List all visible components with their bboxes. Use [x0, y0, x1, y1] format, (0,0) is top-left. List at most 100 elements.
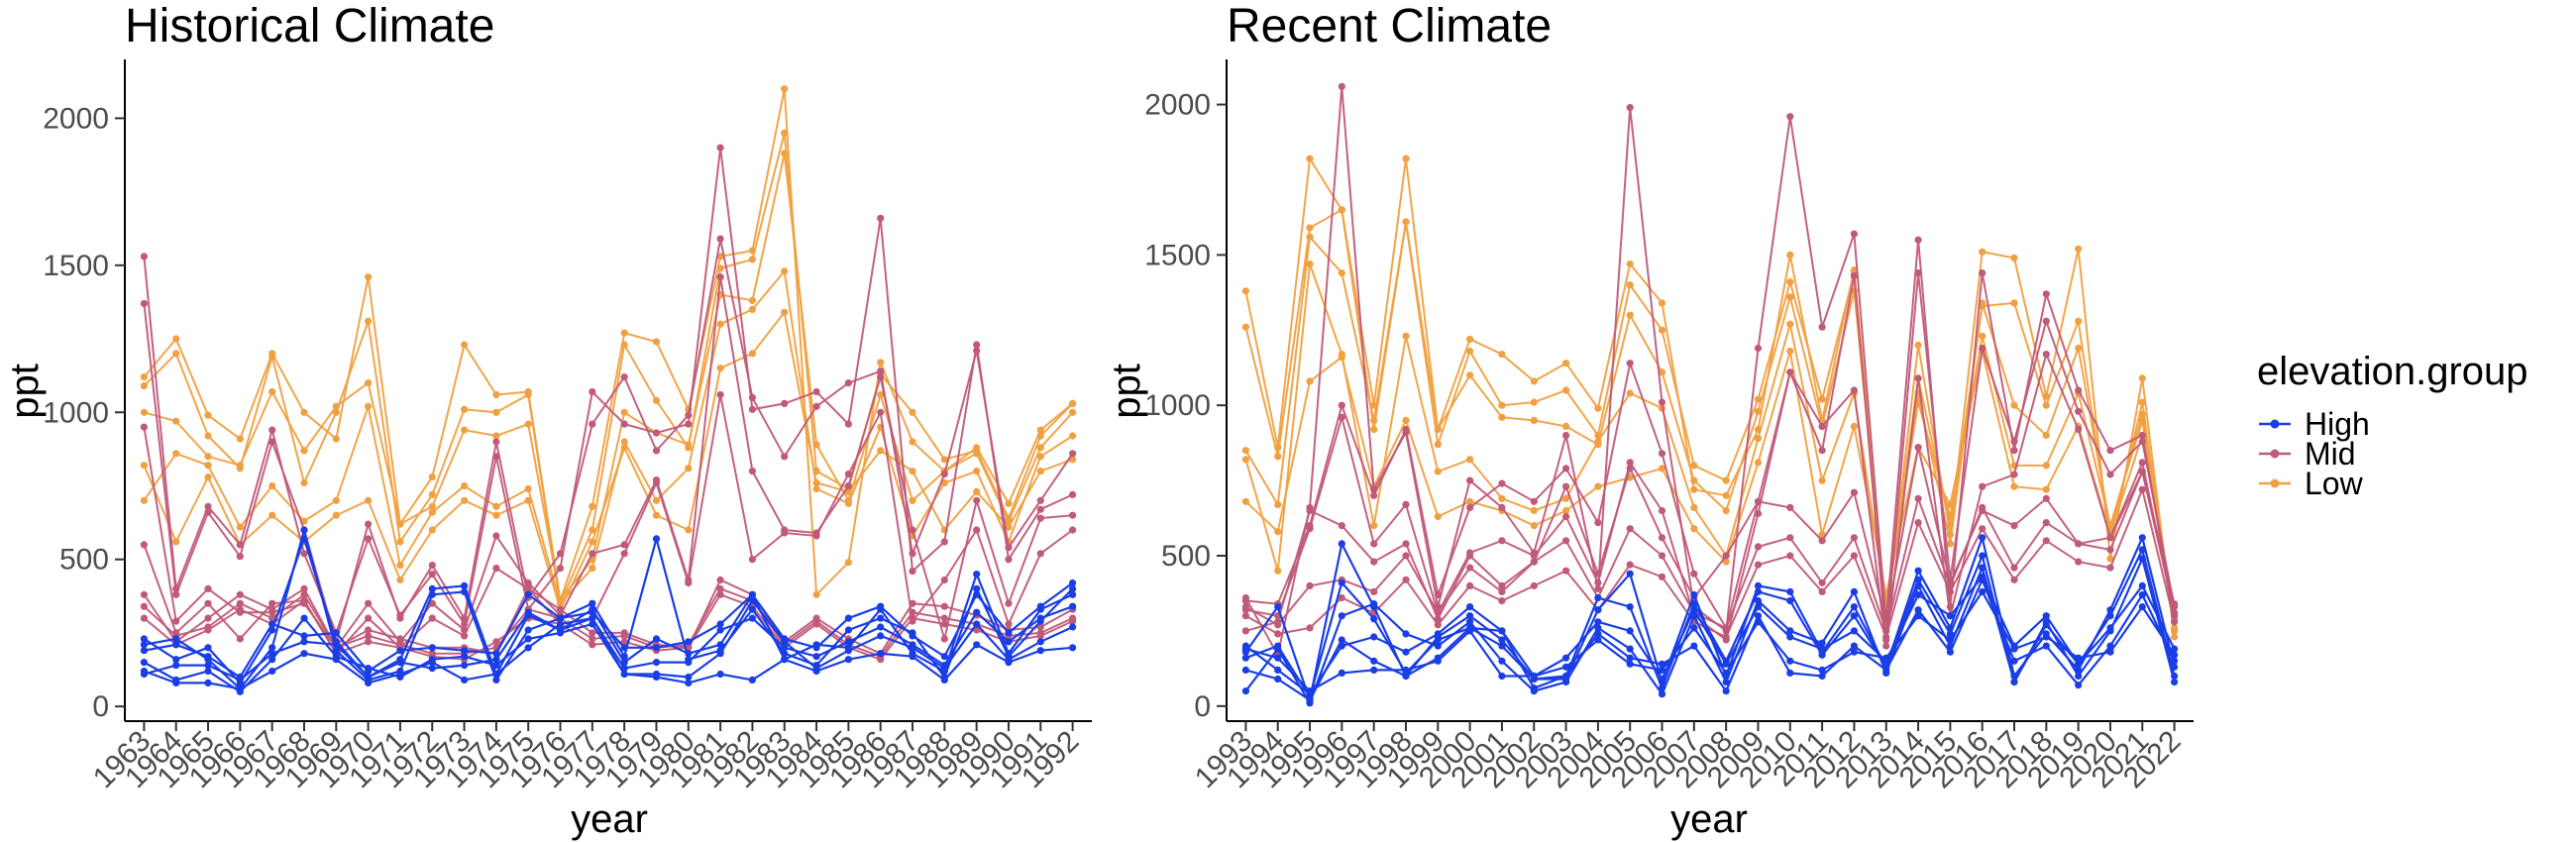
data-point-high [1402, 666, 1410, 675]
data-point-low [365, 496, 373, 504]
data-point-low [1241, 447, 1249, 455]
data-point-low [524, 484, 532, 493]
data-point-high [1979, 534, 1986, 542]
data-point-low [909, 438, 916, 446]
data-point-mid [1818, 323, 1826, 331]
data-point-low [1946, 512, 1954, 521]
data-point-high [172, 662, 180, 670]
data-point-low [1036, 432, 1044, 440]
data-point-low [236, 523, 244, 531]
data-point-mid [877, 214, 885, 222]
data-point-mid [140, 541, 148, 549]
data-point-mid [1979, 269, 1986, 277]
data-point-mid [940, 614, 948, 622]
data-point-mid [812, 402, 820, 410]
data-point-low [172, 417, 180, 425]
data-point-mid [1818, 587, 1826, 596]
data-point-low [2042, 431, 2050, 440]
series-line-mid [1245, 447, 2176, 632]
data-point-mid [1036, 505, 1044, 513]
data-point-mid [1274, 630, 1282, 638]
data-point-low [1786, 293, 1794, 301]
data-point-high [1594, 606, 1602, 614]
series-line-low [1244, 263, 2176, 629]
data-point-high [461, 676, 469, 684]
data-point-high [1754, 587, 1763, 596]
y-tick-label: 1500 [1144, 239, 1211, 271]
data-point-high [1338, 636, 1345, 644]
data-point-mid [428, 614, 436, 622]
data-point-high [589, 614, 596, 622]
data-point-mid [140, 590, 148, 598]
recent-climate-panel: Recent Climate year ppt 0 500 1000 1500 2000… [1105, 0, 2194, 841]
data-point-low [204, 411, 212, 419]
series-line-mid [143, 147, 1074, 636]
data-point-low [332, 435, 340, 443]
data-point-high [492, 656, 500, 664]
data-point-high [524, 590, 532, 598]
data-point-mid [461, 632, 469, 640]
data-point-high [685, 679, 693, 687]
data-point-high [748, 590, 757, 598]
data-point-low [461, 496, 469, 504]
data-point-mid [1754, 543, 1763, 551]
data-point-mid [2138, 438, 2146, 446]
data-point-low [589, 526, 596, 534]
data-point-low [1690, 485, 1698, 493]
data-point-mid [877, 408, 885, 416]
data-point-mid [909, 568, 916, 576]
data-point-low [1241, 323, 1249, 331]
data-point-mid [1562, 482, 1570, 490]
data-point-high [844, 614, 853, 622]
data-point-low [1626, 311, 1634, 319]
data-point-high [716, 670, 724, 679]
data-point-mid [1306, 525, 1314, 533]
data-point-low [620, 329, 628, 337]
data-point-high [1036, 614, 1044, 622]
series-line-mid [1245, 272, 2176, 641]
data-point-mid [1005, 599, 1013, 607]
data-point-mid [844, 481, 853, 490]
data-point-high [652, 659, 661, 667]
data-point-mid [2106, 534, 2114, 542]
historical-climate-panel: Historical Climate year ppt 0 500 1000 1500… [3, 0, 1092, 841]
data-point-mid [268, 605, 276, 613]
data-point-high [140, 670, 148, 679]
series-line-high [1245, 577, 2176, 702]
data-point-mid [1882, 633, 1890, 641]
series-line-mid [143, 238, 1074, 646]
data-point-high [1850, 642, 1858, 650]
data-point-low [204, 474, 212, 481]
data-point-high [1626, 570, 1634, 578]
data-point-low [1241, 456, 1249, 464]
data-point-low [1402, 332, 1410, 340]
data-point-low [1562, 494, 1570, 502]
data-point-mid [812, 620, 820, 628]
data-point-mid [1562, 465, 1570, 473]
data-point-mid [781, 453, 789, 461]
data-point-mid [940, 602, 948, 610]
data-point-high [524, 635, 532, 643]
data-point-low [1069, 399, 1077, 407]
chart-title: Recent Climate [1227, 0, 1552, 53]
data-point-high [877, 623, 885, 631]
data-point-low [1274, 453, 1282, 461]
data-point-mid [685, 579, 693, 587]
data-point-mid [1498, 587, 1506, 596]
series-line-high [144, 581, 1074, 680]
data-point-low [1786, 347, 1794, 356]
data-point-mid [812, 387, 820, 396]
data-point-mid [1786, 552, 1794, 560]
data-point-high [1786, 596, 1794, 605]
data-point-high [1914, 590, 1922, 599]
data-point-low [877, 390, 885, 399]
data-point-low [1005, 499, 1013, 507]
y-tick-label: 1000 [43, 396, 109, 429]
data-point-mid [973, 347, 981, 355]
data-point-mid [1338, 593, 1345, 602]
data-point-high [2042, 612, 2050, 620]
data-point-mid [1434, 621, 1442, 629]
data-point-mid [1069, 490, 1077, 498]
data-point-low [620, 438, 628, 446]
